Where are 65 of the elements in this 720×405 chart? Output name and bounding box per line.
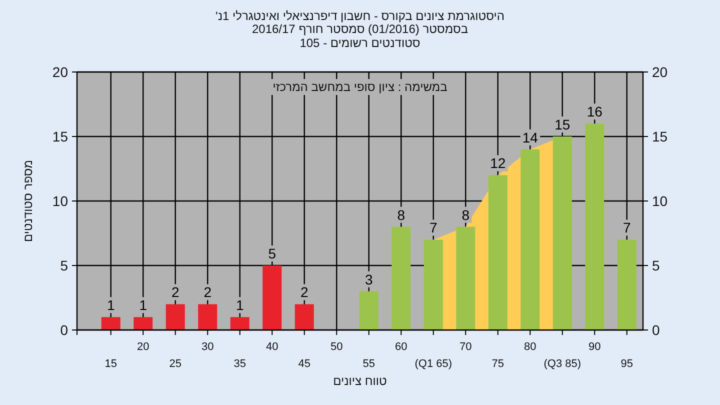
x-tick-label: 60 [394,341,408,353]
x-tick-label: 40 [266,341,278,353]
bar [552,136,572,330]
bar [424,240,443,330]
data-label: 15 [554,116,570,132]
data-label: 2 [204,284,212,300]
bar [456,226,476,330]
bar [198,304,218,330]
x-tick-label: (Q1 65) [414,358,452,370]
y2-tick-label: 10 [652,193,668,209]
data-label: 3 [364,271,373,288]
data-label: 1 [139,297,147,314]
data-label: 2 [171,284,180,300]
bar [488,175,508,330]
x-tick-label: 90 [588,341,601,353]
x-tick-label: 95 [620,358,633,370]
data-label: 1 [236,297,244,314]
bar [392,226,411,330]
x-tick-label: 55 [362,358,375,370]
y-tick-label: 5 [60,258,68,274]
bar [359,291,378,330]
y-tick-label: 15 [52,128,68,144]
y2-tick-label: 20 [652,64,668,80]
y-tick-label: 20 [52,64,68,80]
data-label: 8 [397,206,406,223]
text: סטודנטים רשומים - 105 [300,36,420,50]
bar [520,149,540,330]
bar [585,124,604,330]
y2-tick-label: 15 [652,128,668,144]
data-label: 7 [429,220,438,236]
data-label: 14 [522,129,538,146]
x-tick-label: 30 [201,341,214,353]
x-tick-label: 50 [330,341,343,353]
x-tick-label: 20 [136,341,150,353]
y-tick-label: 10 [52,193,68,209]
bar [230,317,250,330]
bar [101,317,120,330]
x-tick-label: 15 [104,358,117,370]
data-label: 5 [268,246,276,262]
data-label: 16 [586,104,602,120]
y2-tick-label: 0 [652,322,660,338]
x-tick-label: 70 [459,341,472,353]
y2-tick-label: 5 [652,258,660,274]
x-tick-label: 80 [524,341,536,353]
y-axis-title: מספר סטודנטים [21,160,35,242]
x-tick-label: 75 [492,358,504,370]
bar [262,266,282,330]
y-tick-label: 0 [60,322,68,338]
annotation: במשימה : ציון סופי במחשב המרכזי [272,80,448,94]
bar [134,317,153,330]
x-tick-label: 45 [298,358,310,370]
x-tick-label: (Q3 85) [544,358,582,370]
chart-title: היסטוגרמת ציונים בקורס - חשבון דיפרנציאלי ואינטגרלי 1נ' [216,9,504,23]
x-axis-title: טווח ציונים [333,374,388,388]
bar [617,240,636,330]
x-tick-label: 25 [169,358,182,370]
data-label: 1 [106,297,115,314]
x-tick-label: 35 [234,358,246,370]
data-label: 2 [300,284,308,300]
chart-subtitle: בסמסטר (01/2016) סמסטר חורף 2016/17 [252,22,468,36]
data-label: 12 [490,155,506,172]
bar [294,304,314,330]
data-label: 7 [622,220,631,236]
bar [166,304,185,330]
data-label: 8 [462,206,470,223]
